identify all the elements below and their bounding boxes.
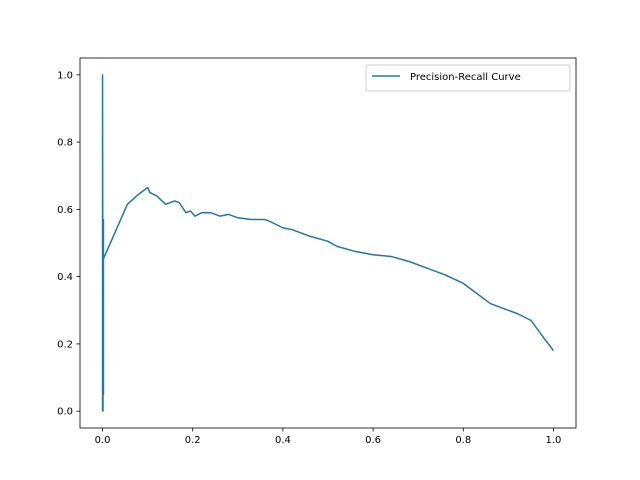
- legend-box: [365, 64, 571, 92]
- y-tick-label: 0.8: [57, 138, 73, 149]
- x-axis-ticks: 0.0 0.2 0.4 0.6 0.8 1.0: [95, 428, 562, 446]
- x-tick-label: 0.8: [455, 435, 471, 446]
- y-axis-ticks: 0.0 0.2 0.4 0.6 0.8 1.0: [57, 70, 80, 418]
- y-tick-label: 0.0: [57, 407, 73, 418]
- series-layer: [101, 74, 555, 412]
- y-tick-label: 0.4: [57, 272, 73, 283]
- x-tick-label: 0.6: [365, 435, 381, 446]
- x-tick-label: 1.0: [546, 435, 562, 446]
- y-tick-label: 0.6: [57, 205, 73, 216]
- x-tick-label: 0.0: [95, 435, 111, 446]
- x-tick-label: 0.2: [185, 435, 201, 446]
- plot-area-frame: [79, 57, 577, 429]
- y-tick-label: 0.2: [57, 339, 73, 350]
- x-tick-label: 0.4: [275, 435, 291, 446]
- y-tick-label: 1.0: [57, 70, 73, 81]
- series-line: [101, 74, 555, 412]
- legend: Precision-Recall Curve: [365, 64, 571, 92]
- legend-label: Precision-Recall Curve: [410, 72, 521, 83]
